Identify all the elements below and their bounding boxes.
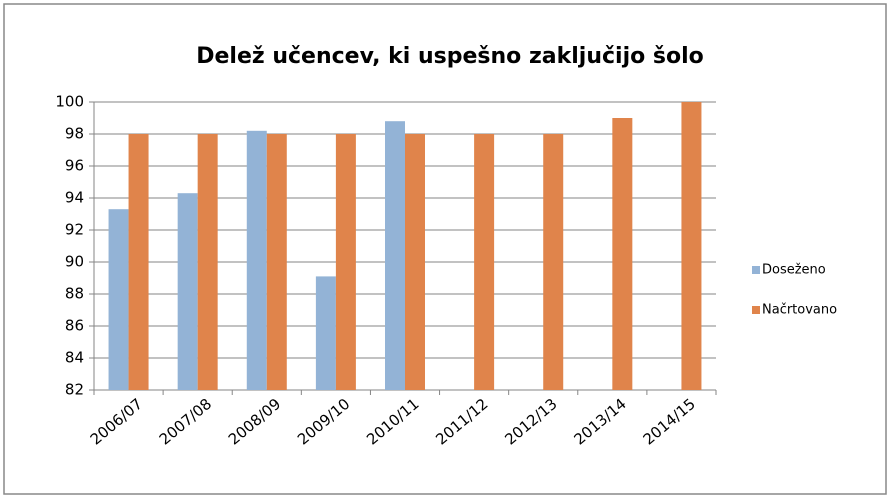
chart-title: Delež učencev, ki uspešno zaključijo šol…: [196, 44, 704, 69]
y-tick-label: 86: [65, 317, 84, 335]
bar: [335, 134, 356, 390]
bar: [128, 134, 149, 390]
bar: [681, 102, 702, 390]
y-tick-label: 94: [65, 189, 84, 207]
chart-frame: [3, 3, 887, 495]
bar: [246, 130, 267, 391]
y-tick-label: 88: [65, 285, 84, 303]
y-tick-label: 98: [65, 125, 84, 143]
bar: [197, 134, 218, 390]
bar: [405, 134, 425, 390]
y-tick-label: 96: [65, 157, 84, 175]
y-tick-label: 92: [65, 221, 84, 239]
bar: [108, 209, 129, 390]
y-tick-label: 84: [65, 349, 84, 367]
bar: [474, 134, 495, 390]
bar: [385, 121, 405, 390]
bar: [612, 118, 633, 390]
bar: [177, 193, 198, 390]
legend-swatch: [752, 266, 760, 274]
legend-label: Doseženo: [762, 263, 826, 278]
legend-label: Načrtovano: [762, 303, 837, 318]
bar: [315, 276, 336, 390]
bar: [266, 134, 287, 390]
bar: [543, 134, 564, 390]
y-tick-label: 100: [55, 93, 84, 111]
y-tick-label: 82: [65, 381, 84, 399]
legend-swatch: [752, 306, 760, 314]
y-tick-label: 90: [65, 253, 84, 271]
